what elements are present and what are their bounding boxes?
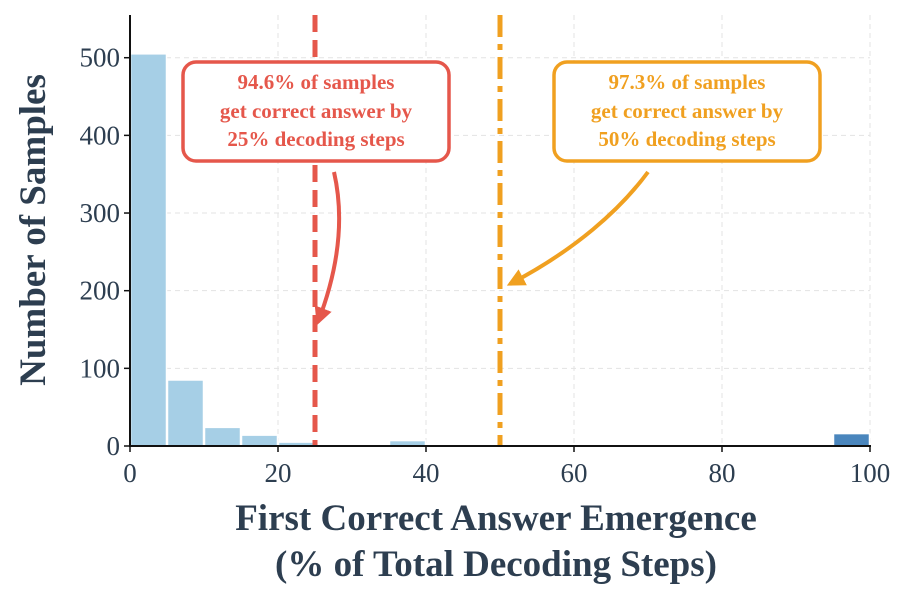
reference-lines [312,15,503,446]
y-tick-label: 100 [80,353,121,383]
y-tick-label: 500 [80,43,121,73]
x-tick-label: 100 [850,458,891,488]
annotation-red: 94.6% of samples get correct answer by 2… [181,60,451,326]
annotation-orange-box [552,60,822,163]
axes [129,15,871,447]
histogram-bar [203,426,242,447]
x-tick-label: 60 [561,458,588,488]
annotation-orange-line-1: 97.3% of samples [609,70,766,94]
histogram-bar [832,432,871,447]
y-axis-title: Number of Samples [13,74,54,386]
x-axis-title-line-1: First Correct Answer Emergence [235,498,757,539]
histogram-bar [240,434,279,447]
x-tick-label: 0 [123,458,137,488]
annotation-orange-line-3: 50% decoding steps [598,127,775,151]
y-ticks: 0 100 200 300 400 500 [80,43,130,461]
x-tick-label: 40 [413,458,440,488]
histogram-bar [166,379,205,447]
y-tick-label: 400 [80,120,121,150]
annotation-red-line-1: 94.6% of samples [238,70,395,94]
y-tick-label: 0 [107,431,121,461]
y-tick-label: 200 [80,276,121,306]
x-ticks: 0 20 40 60 80 100 [123,446,890,488]
annotation-red-arrow [314,171,342,326]
annotation-red-box [181,60,451,163]
x-tick-label: 80 [709,458,736,488]
x-axis-title-line-2: (% of Total Decoding Steps) [275,544,717,585]
annotation-orange-arrow [506,170,650,286]
annotations: 94.6% of samples get correct answer by 2… [181,60,822,326]
annotation-red-line-3: 25% decoding steps [227,127,404,151]
annotation-orange: 97.3% of samples get correct answer by 5… [506,60,822,286]
y-tick-label: 300 [80,198,121,228]
annotation-orange-line-2: get correct answer by [591,99,784,123]
annotation-red-line-2: get correct answer by [220,99,413,123]
histogram-bar [129,53,168,447]
x-tick-label: 20 [265,458,292,488]
